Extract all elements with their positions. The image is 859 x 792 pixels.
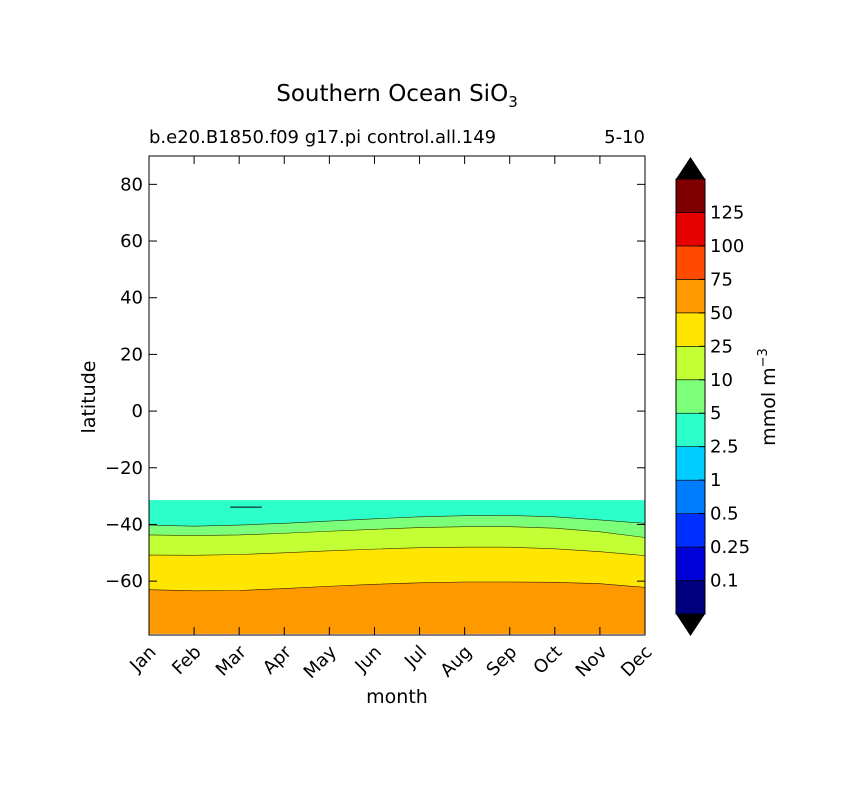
- chart-subtitle-right: 5-10: [604, 127, 645, 148]
- colorbar-segment: [675, 580, 706, 615]
- y-tick-label: 40: [120, 288, 143, 309]
- colorbar-extend-top: [676, 157, 705, 179]
- colorbar-tick-label: 25: [710, 336, 733, 357]
- colorbar-tick-label: 5: [710, 403, 721, 424]
- y-tick-label: −20: [105, 458, 143, 479]
- colorbar-segment: [675, 412, 706, 447]
- colorbar-segment: [675, 479, 706, 514]
- colorbar-segment: [675, 346, 706, 381]
- colorbar-tick-label: 10: [710, 370, 733, 391]
- colorbar-segment: [675, 446, 706, 481]
- colorbar-tick-label: 125: [710, 202, 744, 223]
- contour-lines: [148, 506, 646, 592]
- colorbar-segment: [675, 546, 706, 581]
- colorbar-tick-label: 1: [710, 470, 721, 491]
- contour-line-10: [148, 526, 646, 538]
- contour-line-25: [148, 546, 646, 556]
- colorbar-extend-bottom: [676, 614, 705, 636]
- chart-title: Southern Ocean SiO3: [276, 81, 517, 111]
- colorbar-frame: [675, 178, 706, 615]
- colorbar-tick-label: 100: [710, 236, 744, 257]
- colorbar-tick-label: 0.1: [710, 571, 739, 592]
- y-tick-label: 20: [120, 344, 143, 365]
- colorbar-segment: [675, 379, 706, 414]
- colorbar-label: mmol m−3: [756, 348, 780, 446]
- chart-subtitle-left: b.e20.B1850.f09 g17.pi control.all.149: [149, 127, 496, 148]
- colorbar-segment: [675, 178, 706, 213]
- colorbar-tick-label: 0.5: [710, 504, 739, 525]
- contour-line-5: [148, 515, 646, 527]
- y-tick-label: −40: [105, 514, 143, 535]
- colorbar-tick-label: 75: [710, 269, 733, 290]
- y-tick-label: 0: [132, 401, 143, 422]
- colorbar-segment: [675, 245, 706, 280]
- colorbar-segment: [675, 279, 706, 314]
- colorbar-tick-label: 0.25: [710, 537, 750, 558]
- colorbar-segment: [675, 312, 706, 347]
- y-axis-label: latitude: [78, 361, 100, 434]
- colorbar-segment: [675, 513, 706, 548]
- contour-fills: [148, 500, 646, 634]
- y-tick-label: −60: [105, 571, 143, 592]
- plot-frame: [148, 155, 646, 636]
- y-tick-label: 60: [120, 231, 143, 252]
- colorbar-tick-label: 50: [710, 303, 733, 324]
- x-axis-label: month: [366, 686, 428, 708]
- y-tick-label: 80: [120, 174, 143, 195]
- y-axis-ticks: 80 60 40 20 0 −20 −40 −60: [105, 174, 645, 592]
- contour-line-50: [148, 581, 646, 592]
- colorbar-segment: [675, 212, 706, 247]
- colorbar: 0.1 0.25 0.5 1 2.5 5 10 25 50 75 100 125: [675, 157, 750, 636]
- colorbar-tick-label: 2.5: [710, 437, 739, 458]
